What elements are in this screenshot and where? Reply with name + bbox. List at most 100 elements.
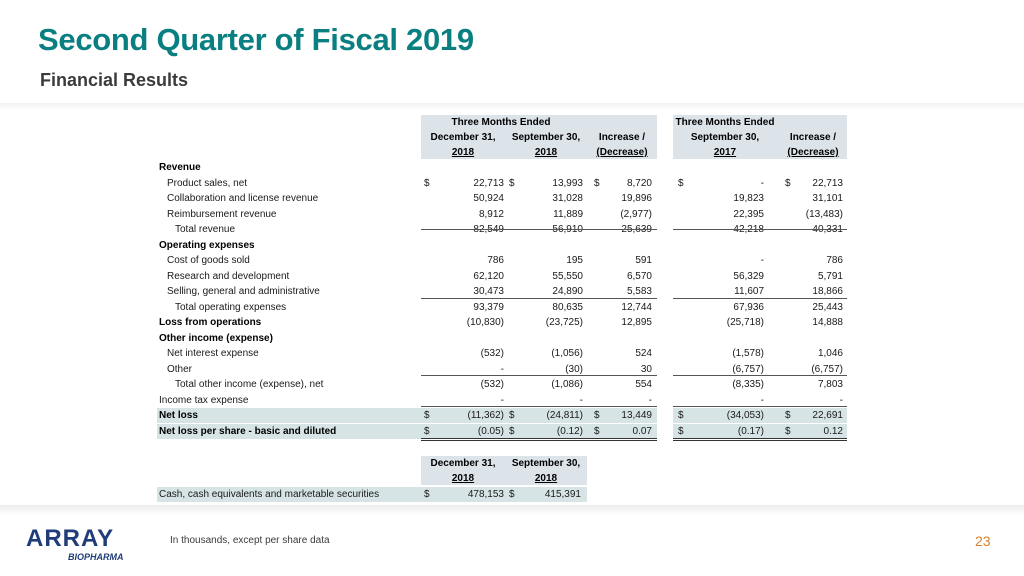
row-label: Net loss per share - basic and diluted bbox=[159, 426, 337, 437]
row-label: Income tax expense bbox=[159, 395, 249, 406]
row-value-5: 14,888 bbox=[812, 317, 843, 328]
page-number: 23 bbox=[975, 533, 991, 549]
row-dollar-4: $ bbox=[678, 426, 684, 437]
row-value-1: (11,362) bbox=[467, 410, 504, 421]
row-value-5: - bbox=[839, 395, 843, 406]
row-value-4: - bbox=[760, 395, 764, 406]
row-dollar-4: $ bbox=[678, 410, 684, 421]
row-value-4: - bbox=[760, 178, 764, 189]
rule-after-tax-right bbox=[673, 406, 847, 407]
row-label: Other bbox=[167, 364, 193, 375]
header-col5-line2: (Decrease) bbox=[787, 147, 839, 158]
row-value-4: (1,578) bbox=[732, 348, 764, 359]
row-value-1: (532) bbox=[480, 348, 504, 359]
row-value-5: 0.12 bbox=[823, 426, 843, 437]
row-value-5: 22,713 bbox=[812, 178, 843, 189]
column-group-separator bbox=[657, 115, 673, 453]
row-value-3: - bbox=[648, 395, 652, 406]
row-value-5: 5,791 bbox=[817, 271, 843, 282]
row-value-3: 6,570 bbox=[626, 271, 652, 282]
row-value-1: (10,830) bbox=[466, 317, 504, 328]
footer-divider bbox=[0, 505, 1024, 515]
row-label: Total revenue bbox=[175, 224, 236, 235]
row-dollar-5: $ bbox=[785, 178, 791, 189]
row-dollar-1: $ bbox=[424, 410, 430, 421]
header-col3-line1: Increase / bbox=[598, 132, 646, 143]
header-three-months-ended: Three Months Ended bbox=[451, 117, 551, 128]
row-label: Total other income (expense), net bbox=[175, 379, 324, 390]
row-value-3: 524 bbox=[635, 348, 652, 359]
row-value-2: 11,889 bbox=[553, 209, 583, 220]
row-value-4: 19,823 bbox=[733, 193, 764, 204]
row-value-2: 13,993 bbox=[552, 178, 583, 189]
row-value-5: 22,691 bbox=[812, 410, 843, 421]
row-value-4: (25,718) bbox=[726, 317, 764, 328]
cash-header-col1-line2: 2018 bbox=[451, 473, 475, 484]
row-value-2: 80,635 bbox=[552, 302, 583, 313]
row-dollar-5: $ bbox=[785, 426, 791, 437]
row-label: Other income (expense) bbox=[159, 333, 273, 344]
row-value-2: 195 bbox=[566, 255, 583, 266]
row-value-2: (1,086) bbox=[551, 379, 583, 390]
array-biopharma-logo: ARRAY BIOPHARMA bbox=[26, 525, 124, 562]
row-value-2: (24,811) bbox=[546, 410, 583, 421]
row-dollar-4: $ bbox=[678, 178, 684, 189]
cash-value-1: 478,153 bbox=[467, 489, 504, 500]
row-value-3: (2,977) bbox=[620, 209, 652, 220]
row-dollar-2: $ bbox=[509, 426, 515, 437]
net-loss-highlight bbox=[157, 408, 847, 423]
slide-title: Second Quarter of Fiscal 2019 bbox=[38, 22, 474, 57]
row-value-2: 31,028 bbox=[552, 193, 583, 204]
header-col1-line1: December 31, bbox=[430, 132, 496, 143]
row-label: Selling, general and administrative bbox=[167, 286, 320, 297]
row-value-1: 30,473 bbox=[473, 286, 504, 297]
header-col1-line2: 2018 bbox=[451, 147, 475, 158]
row-value-2: (30) bbox=[565, 364, 583, 375]
row-value-3: 12,744 bbox=[621, 302, 652, 313]
row-value-1: (532) bbox=[480, 379, 504, 390]
row-value-2: (1,056) bbox=[551, 348, 583, 359]
row-value-4: 22,395 bbox=[733, 209, 764, 220]
double-rule-final bbox=[421, 438, 657, 441]
slide-subtitle: Financial Results bbox=[40, 70, 189, 90]
row-dollar-3: $ bbox=[594, 410, 600, 421]
logo-wordmark: ARRAY bbox=[26, 525, 114, 552]
row-dollar-5: $ bbox=[785, 410, 791, 421]
header-box-left bbox=[421, 115, 657, 159]
row-value-4: - bbox=[760, 255, 764, 266]
row-value-4: (6,757) bbox=[732, 364, 764, 375]
row-dollar-2: $ bbox=[509, 178, 515, 189]
footnote: In thousands, except per share data bbox=[170, 535, 330, 546]
row-value-1: 8,912 bbox=[478, 209, 504, 220]
rule-after-tax bbox=[421, 406, 657, 407]
row-value-4: 11,607 bbox=[734, 286, 764, 297]
cash-dollar-1: $ bbox=[424, 489, 430, 500]
row-value-4: (34,053) bbox=[726, 410, 764, 421]
row-value-2: - bbox=[579, 395, 583, 406]
row-label: Product sales, net bbox=[167, 178, 248, 189]
row-value-5: 786 bbox=[826, 255, 843, 266]
cash-row-highlight bbox=[157, 487, 587, 502]
header-col2-line2: 2018 bbox=[534, 147, 558, 158]
rule-after-sga-right bbox=[673, 298, 847, 299]
cash-row-label: Cash, cash equivalents and marketable se… bbox=[159, 489, 380, 500]
row-value-3: 19,896 bbox=[621, 193, 652, 204]
header-col4-line2: 2017 bbox=[713, 147, 737, 158]
header-three-months-ended-2: Three Months Ended bbox=[675, 117, 775, 128]
row-label: Total operating expenses bbox=[175, 302, 287, 313]
cash-header-col2-line2: 2018 bbox=[534, 473, 558, 484]
row-value-1: (0.05) bbox=[477, 426, 504, 437]
row-value-1: 22,713 bbox=[473, 178, 504, 189]
row-value-5: 7,803 bbox=[817, 379, 843, 390]
cash-header-col2-line1: September 30, bbox=[511, 458, 581, 469]
row-label: Operating expenses bbox=[159, 240, 255, 251]
row-value-5: 1,046 bbox=[817, 348, 843, 359]
row-label: Revenue bbox=[159, 162, 201, 173]
header-box-right bbox=[673, 115, 847, 159]
row-dollar-2: $ bbox=[509, 410, 515, 421]
row-value-5: (6,757) bbox=[811, 364, 843, 375]
row-label: Collaboration and license revenue bbox=[167, 193, 319, 204]
row-dollar-1: $ bbox=[424, 178, 430, 189]
header-col2-line1: September 30, bbox=[511, 132, 581, 143]
row-dollar-3: $ bbox=[594, 178, 600, 189]
